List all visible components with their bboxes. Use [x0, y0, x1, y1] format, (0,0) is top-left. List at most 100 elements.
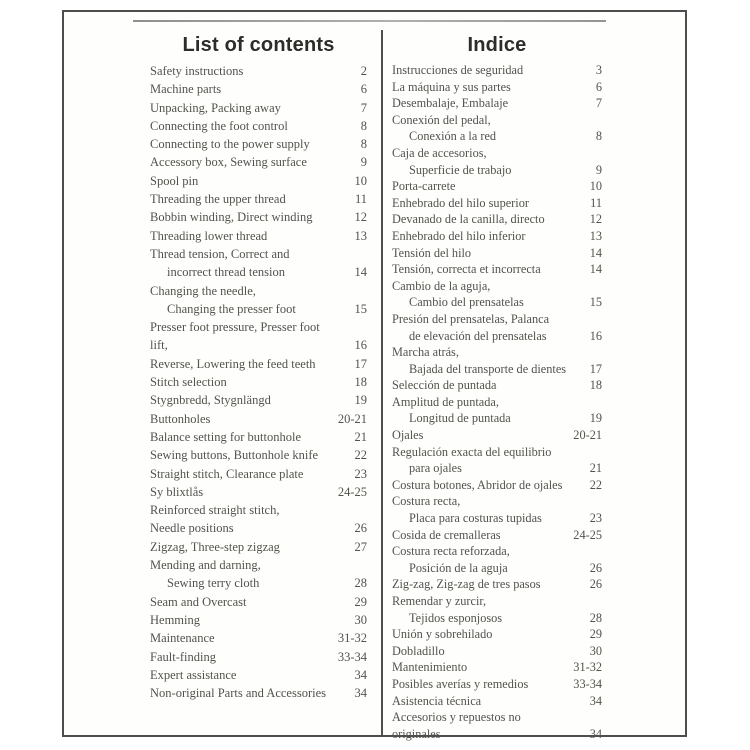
toc-entry-page-number: 7 — [595, 96, 602, 111]
toc-entry-line: Asistencia técnica — [392, 693, 482, 708]
toc-entry-title: Instrucciones de seguridad — [392, 62, 568, 79]
toc-entry-page-number: 17 — [589, 361, 602, 376]
toc-entry-line: Spool pin — [150, 173, 199, 188]
toc-entry-line: Safety instructions — [150, 64, 244, 78]
toc-entry-line: Superficie de trabajo — [409, 162, 512, 177]
toc-entry-page-number: 14 — [354, 265, 368, 280]
toc-entry-page-number: 31-32 — [337, 631, 367, 646]
toc-entry: Asistencia técnica 34 — [392, 693, 602, 710]
toc-entry-line: Presser foot pressure, Presser foot lift… — [150, 320, 320, 353]
toc-entry: Connecting to the power supply 8 — [150, 135, 367, 153]
toc-entry-line: Mantenimiento — [392, 660, 468, 675]
toc-entry-page-number: 19 — [589, 411, 602, 426]
toc-entry-line: Enhebrado del hilo inferior — [392, 228, 526, 243]
toc-entry: Selección de puntada 18 — [392, 377, 602, 394]
toc-entry-line: Ojales — [392, 428, 424, 443]
toc-entry-title: Amplitud de puntada, Longitud de puntada — [392, 394, 568, 427]
toc-entry: Balance setting for buttonhole 21 — [150, 428, 367, 446]
toc-entry-line: para ojales — [409, 461, 462, 476]
toc-entry-title: Needle positions — [150, 519, 333, 537]
toc-entry-page-number: 31-32 — [573, 660, 602, 675]
toc-entry-page-number: 21 — [589, 461, 602, 476]
toc-entry-title: Porta-carrete — [392, 178, 568, 195]
toc-entry-page-number: 33-34 — [337, 649, 367, 664]
toc-entry: Instrucciones de seguridad 3 — [392, 62, 602, 79]
toc-entry-line: Sy blixtlås — [150, 484, 204, 499]
toc-entry-line: Desembalaje, Embalaje — [392, 96, 509, 111]
toc-entry-page-number: 34 — [589, 726, 602, 741]
toc-entry-page-number: 16 — [354, 338, 368, 353]
toc-entry: Changing the needle, Changing the presser… — [150, 282, 367, 319]
toc-entry-line: Fault-finding — [150, 649, 216, 664]
toc-entry: Devanado de la canilla, directo 12 — [392, 211, 602, 228]
toc-entry: Mantenimiento 31-32 — [392, 659, 602, 676]
toc-entry-line: Accessory box, Sewing surface — [150, 155, 307, 170]
toc-entry: Desembalaje, Embalaje 7 — [392, 95, 602, 112]
toc-entry-title: Regulación exacta del equilibrio para oja… — [392, 444, 568, 477]
toc-entry-title: Unión y sobrehilado — [392, 626, 568, 643]
toc-entry-line: Threading the upper thread — [150, 192, 286, 207]
toc-entry-line: Marcha atrás, — [392, 345, 459, 360]
toc-entry-line: Reinforced straight stitch, — [150, 503, 280, 518]
toc-entry-line: Tensión del hilo — [392, 245, 472, 260]
toc-entry: Zig-zag, Zig-zag de tres pasos 26 — [392, 576, 602, 593]
toc-entry-title: Hemming — [150, 611, 333, 629]
toc-entry: Reinforced straight stitch, — [150, 501, 367, 519]
toc-entry-line: Zig-zag, Zig-zag de tres pasos — [392, 577, 541, 592]
toc-entry-line: Sewing terry cloth — [167, 576, 260, 591]
toc-entry: Cambio de la aguja, Cambio del prensatela… — [392, 278, 602, 311]
toc-entry-page-number: 11 — [354, 192, 367, 207]
toc-entry-title: Caja de accesorios, Superficie de trabajo — [392, 145, 568, 178]
toc-entry: Threading the upper thread 11 — [150, 190, 367, 208]
toc-entry-line: Conexión del pedal, — [392, 112, 491, 127]
toc-entry-page-number: 30 — [589, 643, 602, 658]
header-rule — [133, 20, 606, 22]
toc-entry-line: Longitud de puntada — [409, 411, 511, 426]
toc-entry-page-number: 6 — [360, 82, 367, 97]
toc-entry-line: Expert assistance — [150, 667, 237, 682]
toc-entry-page-number: 7 — [360, 100, 367, 115]
toc-entry-line: Costura botones, Abridor de ojales — [392, 477, 563, 492]
toc-entry-page-number: 6 — [595, 79, 602, 94]
toc-entry: Tensión del hilo 14 — [392, 245, 602, 262]
toc-entry-title: Selección de puntada — [392, 377, 568, 394]
toc-entry-line: Unpacking, Packing away — [150, 100, 281, 115]
toc-entry-title: Costura botones, Abridor de ojales — [392, 477, 568, 494]
toc-entry-title: Zig-zag, Zig-zag de tres pasos — [392, 576, 568, 593]
toc-entry-title: Changing the needle, Changing the presser… — [150, 282, 333, 319]
toc-entry: Machine parts 6 — [150, 80, 367, 98]
toc-entry: Thread tension, Correct and incorrect thr… — [150, 245, 367, 282]
toc-entry-title: Tensión, correcta et incorrecta — [392, 261, 568, 278]
toc-entry-title: Balance setting for buttonhole — [150, 428, 333, 446]
toc-entry: La máquina y sus partes 6 — [392, 79, 602, 96]
toc-entry-page-number: 10 — [589, 179, 602, 194]
toc-entry-title: Stygnbredd, Stygnlängd — [150, 391, 333, 409]
toc-entry: Presser foot pressure, Presser foot lift… — [150, 318, 367, 355]
toc-entry-line: Zigzag, Three-step zigzag — [150, 539, 280, 554]
toc-entry-title: Tensión del hilo — [392, 245, 568, 262]
toc-entry: Non-original Parts and Accessories 34 — [150, 684, 367, 702]
toc-entry: Unión y sobrehilado 29 — [392, 626, 602, 643]
toc-entry-page-number: 18 — [589, 378, 602, 393]
toc-entry-line: Changing the presser foot — [167, 301, 296, 316]
toc-entry-page-number: 26 — [589, 560, 602, 575]
toc-entry: Mending and darning, Sewing terry cloth 28 — [150, 556, 367, 593]
toc-entry-title: Connecting the foot control — [150, 117, 333, 135]
toc-entry: Accesorios y repuestos no originales 34 — [392, 709, 602, 742]
toc-entry-title: Machine parts — [150, 80, 333, 98]
toc-entry-line: Unión y sobrehilado — [392, 627, 493, 642]
toc-entry: Zigzag, Three-step zigzag 27 — [150, 538, 367, 556]
toc-entry-page-number: 33-34 — [573, 676, 602, 691]
toc-entry-title: Accesorios y repuestos no originales — [392, 709, 568, 742]
toc-entry-page-number: 28 — [589, 610, 602, 625]
toc-entry-title: Costura recta reforzada, Posición de la a… — [392, 543, 568, 576]
toc-entry-line: Amplitud de puntada, — [392, 394, 499, 409]
toc-entry-title: La máquina y sus partes — [392, 79, 568, 96]
toc-entry-page-number: 34 — [589, 693, 602, 708]
toc-entry-title: Accessory box, Sewing surface — [150, 153, 333, 171]
toc-entry-page-number: 13 — [354, 228, 368, 243]
toc-entry: Stygnbredd, Stygnlängd 19 — [150, 391, 367, 409]
toc-entry-page-number: 2 — [360, 64, 367, 78]
toc-entry-title: Asistencia técnica — [392, 693, 568, 710]
toc-entry: Sy blixtlås 24-25 — [150, 483, 367, 501]
